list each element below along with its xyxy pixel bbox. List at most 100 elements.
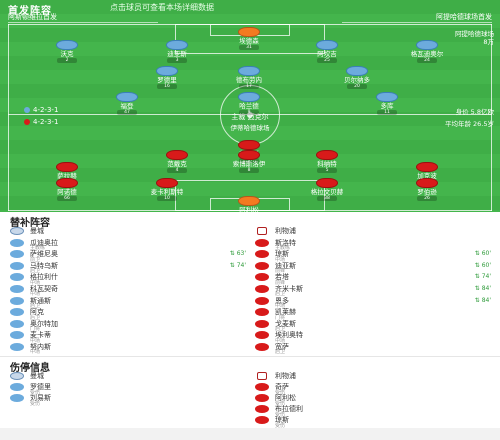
home-injury-row[interactable]: 刘易斯 受伤 xyxy=(10,393,250,407)
away-player-5[interactable]: 格拉文贝赫 38 xyxy=(300,178,354,201)
away-sub-position: 门将 xyxy=(275,314,286,321)
home-sub-row[interactable]: 麦卡蒂 中场 xyxy=(10,330,250,344)
player-shirt-icon xyxy=(255,308,269,317)
home-sub-position: 后卫 xyxy=(30,314,41,321)
home-player-4[interactable]: 格瓦迪奥尔 24 xyxy=(400,40,454,63)
away-sub-position: 主教练 xyxy=(275,245,291,252)
player-name: 阿利松 xyxy=(239,206,259,212)
away-player-9[interactable]: 罗伯逊 26 xyxy=(400,178,454,201)
home-sub-row[interactable]: 瓜迪奥拉 主教练 xyxy=(10,238,250,252)
player-number: 8 xyxy=(239,168,259,173)
divider xyxy=(0,356,500,357)
home-injury-header: 曼城 xyxy=(10,371,250,382)
home-player-0[interactable]: 埃德森 31 xyxy=(222,27,276,50)
player-shirt-icon xyxy=(10,238,24,247)
away-injury-position: 受伤 xyxy=(275,389,286,396)
home-sub-row[interactable]: 格拉利什 中场 xyxy=(10,272,250,286)
pitch: 首发阵容 点击球员可查看本场详细数据 阿斯顿维拉首发 阿提哈德球场首发 阿提哈德… xyxy=(0,0,500,212)
home-player-10[interactable]: 哈兰德 9 xyxy=(222,92,276,115)
away-player-10[interactable]: 阿利松1 xyxy=(222,196,276,212)
home-player-1[interactable]: 沃克 2 xyxy=(40,40,94,63)
player-name: 阿坎吉 xyxy=(317,50,337,58)
home-sub-name: 马特乌斯 xyxy=(30,261,58,270)
away-sub-row[interactable]: 齐米卡斯 后卫 ⇅ 84' xyxy=(255,284,495,297)
home-injury-position: 受伤 xyxy=(30,389,41,396)
away-team-label[interactable]: 阿提哈德球场首发 xyxy=(436,13,492,21)
substitutes-title: 替补阵容 xyxy=(10,218,50,229)
away-injury-row[interactable]: 阿利松 受伤 xyxy=(255,393,495,407)
player-number: 47 xyxy=(117,110,137,115)
home-player-8[interactable]: 福登 47 xyxy=(100,92,154,115)
player-shirt-icon xyxy=(416,178,438,188)
home-player-5[interactable]: 罗德里 16 xyxy=(140,66,194,89)
away-player-3[interactable]: 索博斯洛伊 8 xyxy=(222,150,276,173)
player-shirt-icon xyxy=(56,178,78,188)
player-shirt-icon xyxy=(156,66,178,76)
player-shirt-icon xyxy=(10,394,24,402)
home-player-2[interactable]: 迪亚斯 3 xyxy=(150,40,204,63)
home-sub-row[interactable]: 科瓦契奇 中场 xyxy=(10,284,250,297)
away-injury-row[interactable]: 奇萨 受伤 xyxy=(255,382,495,396)
away-sub-row[interactable]: 若塔 前锋 ⇅ 74' xyxy=(255,272,495,286)
away-sub-row[interactable]: 斯洛特 主教练 xyxy=(255,238,495,252)
player-shirt-icon xyxy=(156,178,178,188)
away-player-8[interactable]: 科纳特 5 xyxy=(300,150,354,173)
player-name: 罗伯逊 xyxy=(417,188,437,196)
squad-average-age: 平均年龄 26.5岁 xyxy=(444,120,494,128)
player-name: 格拉文贝赫 xyxy=(310,188,344,196)
home-injury-name: 罗德里 xyxy=(30,383,51,391)
player-name: 索博斯洛伊 xyxy=(232,160,266,168)
away-sub-row[interactable]: 宽萨 后卫 xyxy=(255,342,495,355)
liverpool-crest-icon xyxy=(257,372,267,380)
home-injury-row[interactable]: 罗德里 受伤 xyxy=(10,382,250,396)
home-sub-row[interactable]: 马特乌斯 后卫 ⇅ 74' xyxy=(10,261,250,274)
home-sub-row[interactable]: 努内斯 中场 xyxy=(10,342,250,355)
home-sub-row[interactable]: 阿克 后卫 xyxy=(10,307,250,321)
player-shirt-icon xyxy=(255,273,269,282)
home-sub-name: 瓜迪奥拉 xyxy=(30,238,58,247)
home-sub-position: 门将 xyxy=(30,326,41,333)
away-injury-name: 琼斯 xyxy=(275,416,289,424)
player-shirt-icon xyxy=(255,296,269,305)
home-sub-row[interactable]: 奥尔特加 门将 xyxy=(10,319,250,333)
home-player-3[interactable]: 阿坎吉 25 xyxy=(300,40,354,63)
home-formation: 4-2-3-1 xyxy=(24,106,58,114)
center-spot xyxy=(247,112,253,118)
away-player-4[interactable]: 麦卡利斯特 10 xyxy=(140,178,194,201)
player-shirt-icon xyxy=(346,66,368,76)
away-player-6[interactable]: 阿诺德 66 xyxy=(40,178,94,201)
player-name: 加克波 xyxy=(417,172,437,180)
away-sub-position: 前锋 xyxy=(275,279,286,286)
away-sub-row[interactable]: 迪亚斯 前锋 ⇅ 60' xyxy=(255,261,495,274)
home-team-name: 曼城 xyxy=(30,227,44,235)
away-sub-row[interactable]: 琼斯 中场 ⇅ 60' xyxy=(255,249,495,263)
away-sub-position: 中场 xyxy=(275,337,286,344)
away-player-7[interactable]: 范戴克 4 xyxy=(150,150,204,173)
player-name: 萨拉赫 xyxy=(57,172,77,180)
away-sub-row[interactable]: 恩多 中场 ⇅ 84' xyxy=(255,296,495,309)
player-number: 24 xyxy=(417,58,437,63)
away-injuries: 利物浦 奇萨 受伤 阿利松 受伤 布拉德利 受伤 琼斯 受伤 xyxy=(255,371,495,429)
home-sub-minute: ⇅ 63' xyxy=(229,250,246,258)
player-number: 66 xyxy=(57,196,77,201)
home-sub-row[interactable]: 萨维尼奥 前卫 ⇅ 63' xyxy=(10,249,250,263)
home-sub-row[interactable]: 斯通斯 后卫 xyxy=(10,296,250,309)
player-shirt-icon xyxy=(238,27,260,37)
away-sub-row[interactable]: 戈麦斯 后卫 xyxy=(255,319,495,332)
player-shirt-icon xyxy=(10,308,24,317)
home-player-7[interactable]: 德布劳内 17 xyxy=(222,66,276,89)
player-shirt-icon xyxy=(255,405,269,413)
player-shirt-icon xyxy=(376,92,398,102)
home-player-6[interactable]: 贝尔纳多 20 xyxy=(330,66,384,89)
player-shirt-icon xyxy=(255,284,269,293)
home-player-9[interactable]: 多库 11 xyxy=(360,92,414,115)
home-team-label[interactable]: 阿斯顿维拉首发 xyxy=(8,13,57,21)
away-injury-row[interactable]: 布拉德利 受伤 xyxy=(255,404,495,418)
away-injury-row[interactable]: 琼斯 受伤 xyxy=(255,415,495,429)
player-shirt-icon xyxy=(166,40,188,50)
away-sub-row[interactable]: 凯莱赫 门将 xyxy=(255,307,495,321)
player-number: 16 xyxy=(157,84,177,89)
away-sub-row[interactable]: 埃利奥特 中场 xyxy=(255,330,495,344)
home-sub-position: 主教练 xyxy=(30,245,46,252)
venue-name: 阿提哈德球场 xyxy=(455,30,494,38)
